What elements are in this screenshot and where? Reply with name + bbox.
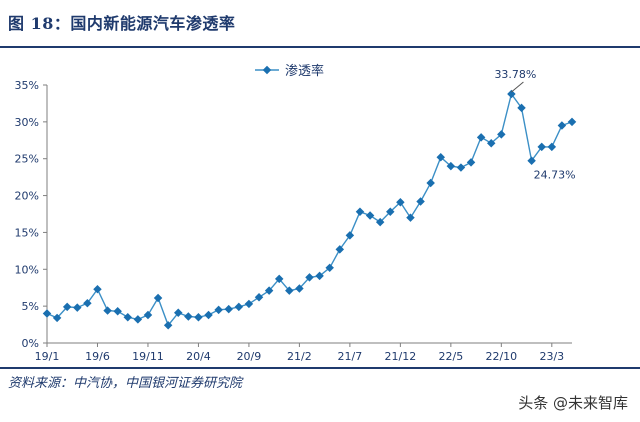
data-point — [497, 130, 506, 139]
data-point — [224, 304, 233, 314]
data-point — [466, 158, 476, 167]
data-point — [426, 178, 435, 188]
data-point — [123, 312, 133, 322]
data-point — [274, 274, 284, 284]
data-point — [244, 299, 254, 309]
legend-label: 渗透率 — [285, 63, 324, 79]
data-point — [103, 306, 112, 315]
data-point — [264, 286, 274, 295]
data-point — [305, 273, 314, 282]
annotation-drop-label: 24.73% — [534, 169, 576, 182]
data-point — [143, 310, 153, 320]
data-point — [406, 213, 415, 222]
x-tick-label: 19/11 — [132, 350, 164, 363]
x-tick-label: 22/10 — [485, 350, 517, 363]
data-point — [133, 315, 143, 324]
chart-annotations: 33.78% 24.73% — [494, 68, 575, 182]
source-note: 资料来源：中汽协，中国银河证券研究院 — [8, 376, 243, 391]
penetration-line-chart: 0% 5% 10% 15% 20% 25% 30% 35% 19/1 19/6 19/11 20/4… — [15, 63, 577, 363]
title-divider — [0, 46, 640, 48]
watermark: 头条 @未来智库 — [518, 394, 628, 412]
data-point — [386, 207, 395, 217]
y-tick-label: 20% — [15, 190, 39, 203]
data-point — [446, 161, 456, 171]
data-point — [295, 284, 304, 293]
y-tick-label: 35% — [15, 79, 39, 92]
data-point — [153, 293, 163, 303]
annotation-max-label: 33.78% — [494, 68, 536, 81]
data-point — [355, 207, 365, 217]
chart-axes — [46, 85, 572, 344]
x-tick-label: 20/4 — [186, 350, 211, 363]
data-point — [52, 313, 62, 323]
series-line — [46, 92, 573, 327]
data-point — [163, 321, 173, 330]
series-penetration — [42, 89, 577, 330]
annotation-leader-line — [511, 81, 524, 93]
x-tick-label: 20/9 — [237, 350, 262, 363]
y-tick-label: 30% — [15, 116, 39, 129]
data-point — [345, 231, 355, 240]
x-tick-label: 19/6 — [85, 350, 110, 363]
data-point — [365, 211, 375, 220]
x-tick-label: 21/7 — [338, 350, 363, 363]
y-tick-label: 10% — [15, 263, 39, 276]
source-divider — [0, 367, 640, 369]
y-tick-label: 0% — [22, 337, 39, 350]
data-point — [476, 133, 486, 142]
x-tick-label: 21/2 — [287, 350, 312, 363]
data-point — [547, 142, 557, 152]
data-point — [335, 245, 345, 254]
data-point — [73, 303, 82, 312]
chart-legend: 渗透率 — [255, 63, 324, 79]
data-point — [93, 284, 102, 294]
x-tick-label: 21/12 — [385, 350, 417, 363]
data-point — [567, 117, 577, 127]
data-point — [184, 312, 193, 321]
data-point — [42, 309, 52, 318]
y-tick-label: 5% — [22, 300, 39, 313]
y-axis-ticks: 0% 5% 10% 15% 20% 25% 30% 35% — [15, 79, 47, 350]
data-point — [204, 310, 213, 320]
data-point — [83, 298, 92, 308]
x-tick-label: 19/1 — [35, 350, 60, 363]
data-point — [234, 302, 244, 312]
data-point — [436, 152, 445, 162]
x-tick-label: 23/3 — [539, 350, 564, 363]
x-axis-ticks: 19/1 19/6 19/11 20/4 20/9 21/2 21/7 21/12 22/5 22… — [35, 343, 564, 363]
data-point — [285, 286, 294, 295]
data-point — [174, 308, 183, 318]
data-point — [396, 197, 405, 207]
data-point — [486, 138, 496, 148]
data-point — [194, 312, 203, 322]
data-point — [456, 163, 466, 172]
data-point — [416, 197, 425, 206]
data-point — [113, 307, 122, 316]
data-point — [557, 121, 567, 130]
data-point — [325, 263, 334, 273]
legend-marker-icon — [262, 65, 272, 75]
data-point — [62, 302, 72, 312]
data-point — [254, 293, 264, 302]
data-point — [315, 271, 324, 281]
x-tick-label: 22/5 — [438, 350, 463, 363]
data-point — [375, 217, 385, 227]
data-point — [214, 305, 223, 315]
data-point — [507, 89, 516, 99]
y-tick-label: 15% — [15, 226, 39, 239]
figure-title: 图 18：国内新能源汽车渗透率 — [8, 14, 236, 33]
y-tick-label: 25% — [15, 153, 39, 166]
